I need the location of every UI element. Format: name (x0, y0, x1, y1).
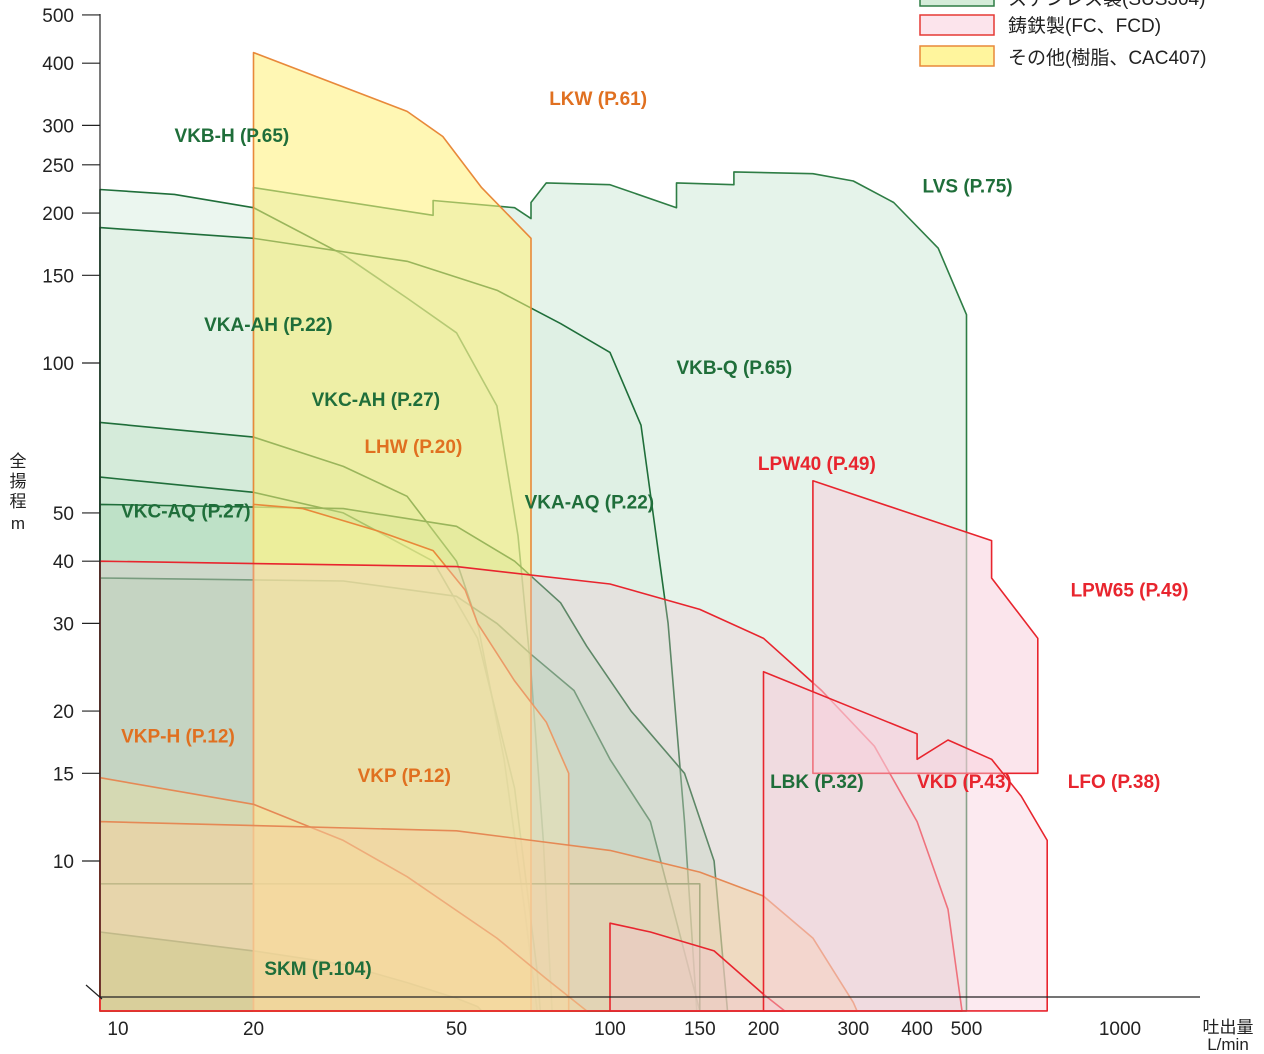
x-ticks: 10 20 50 100 150 200 300 400 500 1000 (107, 1019, 1141, 1040)
y-tick-label: 150 (42, 266, 74, 287)
x-tick-label: 500 (951, 1019, 983, 1040)
series-area-lpw65-p-49 (812, 480, 1039, 775)
label-vka-ah-p-22: VKA-AH (P.22) (204, 315, 332, 336)
y-title-char: 揚 (10, 472, 27, 491)
x-tick-label: 200 (748, 1019, 780, 1040)
x-axis-title: 吐出量 L/min (1203, 1018, 1254, 1054)
x-tick-label: 10 (107, 1019, 128, 1040)
label-vkb-q-p-65: VKB-Q (P.65) (676, 358, 792, 379)
x-tick-label: 100 (594, 1019, 626, 1040)
label-vkp-h-p-12: VKP-H (P.12) (121, 726, 235, 747)
label-lbk-p-32: LBK (P.32) (770, 772, 864, 793)
y-tick-label: 15 (53, 764, 74, 785)
series-area-lpw40-p-49 (99, 560, 963, 1012)
label-vkc-aq-p-27: VKC-AQ (P.27) (121, 501, 251, 522)
label-lpw40-p-49: LPW40 (P.49) (758, 454, 876, 475)
y-title-char: m (11, 514, 25, 533)
y-tick-label: 250 (42, 156, 74, 177)
x-title-line2: L/min (1207, 1035, 1249, 1054)
legend-swatch-stainless (919, 0, 995, 7)
y-tick-label: 200 (42, 204, 74, 225)
x-tick-label: 20 (243, 1019, 264, 1040)
label-vkd-p-43: VKD (P.43) (917, 772, 1012, 793)
label-lvs-p-75: LVS (P.75) (923, 176, 1013, 197)
y-axis-title: 全 揚 程 m (10, 452, 27, 533)
legend-swatch-cast-iron (919, 14, 995, 36)
y-title-char: 全 (10, 452, 27, 471)
y-tick-label: 100 (42, 354, 74, 375)
x-tick-label: 1000 (1099, 1019, 1141, 1040)
label-lfo-p-38: LFO (P.38) (1068, 772, 1161, 793)
x-tick-label: 50 (446, 1019, 467, 1040)
x-tick-label: 300 (837, 1019, 869, 1040)
label-vkb-h-p-65: VKB-H (P.65) (175, 126, 290, 147)
label-vkp-p-12: VKP (P.12) (358, 766, 451, 787)
axes (85, 14, 1200, 1000)
series-labels: LKW (P.61) VKB-H (P.65) LVS (P.75) VKA-AH (… (121, 89, 1188, 980)
performance-areas (99, 51, 1048, 1012)
label-lpw65-p-49: LPW65 (P.49) (1071, 580, 1189, 601)
label-lhw-p-20: LHW (P.20) (364, 437, 462, 458)
legend-label-cast-iron: 鋳鉄製(FC、FCD) (1008, 14, 1161, 37)
legend-label-stainless: ステンレス製(SUS304) (1008, 0, 1205, 10)
y-tick-label: 10 (53, 852, 74, 873)
label-vkc-ah-p-27: VKC-AH (P.27) (312, 390, 440, 411)
y-tick-label: 30 (53, 614, 74, 635)
y-tick-label: 500 (42, 6, 74, 27)
legend-swatch-other (919, 45, 995, 67)
label-skm-p-104: SKM (P.104) (264, 959, 371, 980)
y-tick-label: 40 (53, 552, 74, 573)
y-tick-label: 20 (53, 702, 74, 723)
label-vka-aq-p-22: VKA-AQ (P.22) (525, 493, 655, 514)
y-ticks: 10 15 20 30 40 50 100 150 200 250 300 400 500 (42, 6, 100, 873)
legend: ステンレス製(SUS304) 鋳鉄製(FC、FCD) その他(樹脂、CAC407… (919, 0, 1206, 69)
y-title-char: 程 (10, 492, 27, 511)
x-tick-label: 150 (684, 1019, 716, 1040)
axis-corner-tick (85, 984, 103, 1000)
series-area-lfo-p-38 (762, 670, 1048, 1012)
series-area-vkp-p-12 (99, 820, 858, 1012)
label-lkw-p-61: LKW (P.61) (549, 89, 647, 110)
y-tick-label: 50 (53, 504, 74, 525)
y-tick-label: 400 (42, 54, 74, 75)
x-tick-label: 400 (901, 1019, 933, 1040)
x-title-line1: 吐出量 (1203, 1018, 1254, 1037)
y-tick-label: 300 (42, 116, 74, 137)
legend-label-other: その他(樹脂、CAC407) (1008, 47, 1206, 69)
